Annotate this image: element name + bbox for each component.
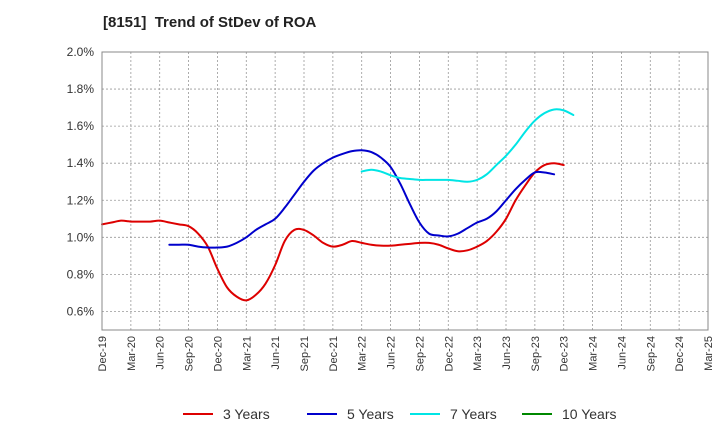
x-tick-label: Sep-24: [645, 336, 657, 371]
x-tick-label: Jun-23: [501, 336, 513, 370]
series-line-5-years: [168, 149, 556, 249]
x-tick-label: Jun-24: [616, 336, 628, 370]
chart-title: [8151] Trend of StDev of ROA: [103, 14, 317, 31]
x-tick-label: Jun-21: [270, 336, 282, 370]
y-tick-label: 1.8%: [67, 82, 95, 96]
legend-item-5-years: 5 Years: [307, 406, 394, 422]
series-lines: [101, 108, 575, 302]
legend: 3 Years 5 Years 7 Years 10 Years: [183, 406, 617, 422]
legend-item-7-years: 7 Years: [410, 406, 497, 422]
y-tick-label: 0.6%: [67, 304, 95, 318]
legend-label: 5 Years: [347, 406, 394, 422]
x-tick-label: Dec-19: [97, 336, 109, 371]
x-tick-label: Jun-22: [386, 336, 398, 370]
series-line-3-years: [101, 162, 565, 302]
x-tick-label: Dec-23: [559, 336, 571, 371]
legend-label: 10 Years: [562, 406, 617, 422]
x-tick-label: Mar-21: [241, 336, 253, 371]
x-tick-label: Mar-22: [357, 336, 369, 371]
legend-label: 3 Years: [223, 406, 270, 422]
x-tick-label: Sep-23: [530, 336, 542, 371]
x-axis-ticks: Dec-19 Mar-20 Jun-20 Sep-20 Dec-20 Mar-21 Jun-…: [97, 336, 715, 371]
y-tick-label: 1.0%: [67, 230, 95, 244]
y-tick-label: 2.0%: [67, 45, 95, 59]
x-tick-label: Mar-23: [472, 336, 484, 371]
y-axis-ticks: 0.6% 0.8% 1.0% 1.2% 1.4% 1.6% 1.8% 2.0%: [67, 45, 95, 318]
y-tick-label: 0.8%: [67, 267, 95, 281]
x-tick-label: Dec-22: [443, 336, 455, 371]
x-tick-label: Jun-20: [155, 336, 167, 370]
x-tick-label: Dec-24: [674, 336, 686, 371]
x-tick-label: Sep-21: [299, 336, 311, 371]
series-line-7-years: [360, 108, 575, 183]
legend-item-10-years: 10 Years: [522, 406, 617, 422]
x-tick-label: Dec-21: [328, 336, 340, 371]
x-tick-label: Mar-24: [588, 336, 600, 371]
plot-area-border: [101, 51, 709, 331]
legend-label: 7 Years: [450, 406, 497, 422]
grid: [102, 52, 708, 330]
y-tick-label: 1.2%: [67, 193, 95, 207]
x-tick-label: Mar-25: [703, 336, 715, 371]
x-tick-label: Sep-22: [414, 336, 426, 371]
y-tick-label: 1.4%: [67, 156, 95, 170]
y-tick-label: 1.6%: [67, 119, 95, 133]
legend-item-3-years: 3 Years: [183, 406, 270, 422]
x-tick-label: Dec-20: [212, 336, 224, 371]
x-tick-label: Mar-20: [126, 336, 138, 371]
x-tick-label: Sep-20: [184, 336, 196, 371]
